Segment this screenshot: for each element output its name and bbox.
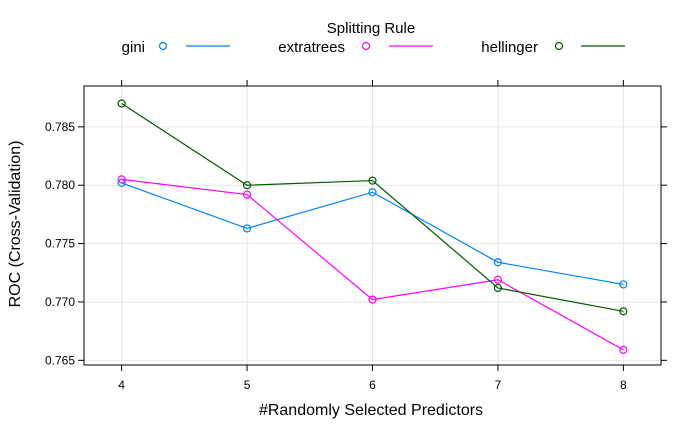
legend-marker <box>554 41 564 51</box>
series-hellinger <box>117 99 628 316</box>
y-tick-label: 0.785 <box>45 120 75 134</box>
data-point-gini <box>242 224 252 233</box>
legend-marker <box>361 41 371 51</box>
legend-item-extratrees: extratrees <box>278 39 433 56</box>
data-point-hellinger <box>619 307 628 316</box>
x-tick-label: 8 <box>620 378 627 392</box>
series-extratrees <box>117 175 628 354</box>
y-axis-title: ROC (Cross-Validation) <box>7 141 24 308</box>
data-point-extratrees <box>493 275 503 284</box>
series-line-extratrees <box>121 178 624 351</box>
y-tick-label: 0.770 <box>45 295 75 309</box>
x-tick-label: 6 <box>369 378 376 392</box>
legend-label: gini <box>122 39 145 56</box>
x-axis-title: #Randomly Selected Predictors <box>259 402 483 419</box>
data-point-hellinger <box>493 283 503 293</box>
x-tick-label: 4 <box>118 378 125 392</box>
data-point-extratrees <box>368 295 377 304</box>
legend-label: extratrees <box>278 39 345 56</box>
data-point-gini <box>493 258 503 267</box>
y-tick-label: 0.775 <box>45 237 75 251</box>
data-point-hellinger <box>117 99 126 108</box>
x-tick-label: 7 <box>495 378 502 392</box>
series-line-hellinger <box>121 103 624 312</box>
x-axis: 4 5 6 7 8 <box>118 80 627 392</box>
legend-item-hellinger: hellinger <box>481 39 625 56</box>
y-tick-label: 0.780 <box>45 178 75 192</box>
legend-marker <box>158 41 168 51</box>
y-axis: 0.765 0.770 0.775 0.780 0.785 <box>45 120 667 367</box>
series-line-gini <box>121 182 624 286</box>
series-layer <box>117 99 628 354</box>
data-point-hellinger <box>368 176 377 185</box>
data-point-hellinger <box>242 181 252 190</box>
data-point-extratrees <box>242 190 252 199</box>
legend-label: hellinger <box>481 39 538 56</box>
data-point-gini <box>368 188 377 197</box>
data-point-extratrees <box>117 175 126 184</box>
data-point-extratrees <box>619 345 628 354</box>
x-tick-label: 5 <box>244 378 251 392</box>
legend-item-gini: gini <box>122 39 230 56</box>
data-point-gini <box>619 280 628 289</box>
y-tick-label: 0.765 <box>45 353 75 367</box>
legend-title: Splitting Rule <box>327 20 415 37</box>
legend: Splitting Rule gini extratrees hellinger <box>122 20 625 56</box>
